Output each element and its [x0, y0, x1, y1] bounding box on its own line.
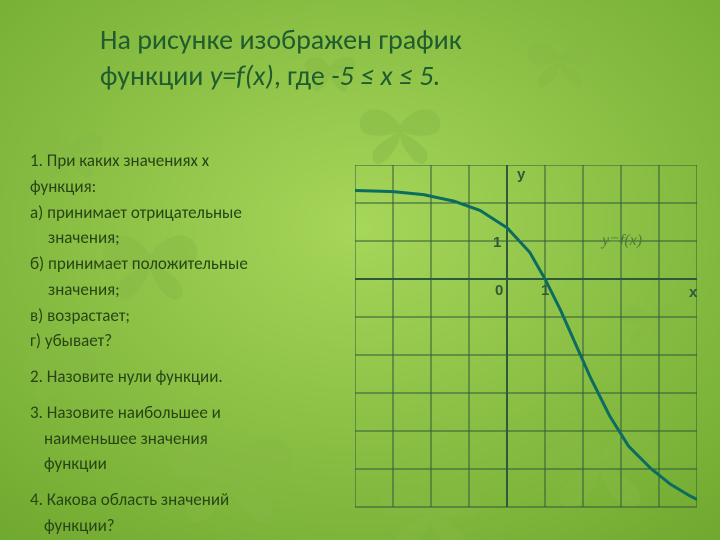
svg-text:1: 1	[541, 282, 549, 299]
q1-b2: значения;	[30, 279, 340, 301]
slide-title: На рисунке изображен график функции y=f(…	[100, 22, 640, 95]
q2: 2. Назовите нули функции.	[30, 366, 340, 388]
svg-text:1: 1	[493, 234, 501, 251]
q4-b: функции?	[30, 515, 340, 537]
q4-a: 4. Какова область значений	[30, 489, 340, 511]
title-range: -5 ≤ x ≤ 5.	[331, 58, 440, 93]
title-text-1: На рисунке изображен график	[100, 22, 462, 57]
q1-d: г) убывает?	[30, 330, 340, 352]
title-text-3: , где	[274, 58, 331, 93]
question-block: 1. При каких значениях х функция: а) при…	[30, 150, 340, 540]
svg-text:0: 0	[495, 282, 503, 299]
q1-a2: значения;	[30, 227, 340, 249]
title-fn: y=f(x)	[210, 58, 274, 93]
q1-b: б) принимает положительные	[30, 253, 340, 275]
q1-c: в) возрастает;	[30, 305, 340, 327]
q3-c: функции	[30, 453, 340, 475]
q1-sub: функция:	[30, 176, 340, 198]
q1-head: 1. При каких значениях х	[30, 150, 340, 172]
q1-a: а) принимает отрицательные	[30, 202, 340, 224]
svg-text:x: x	[689, 284, 697, 301]
function-chart: y x 0 1 1 y=f(x)	[355, 165, 700, 510]
q3-b: наименьшее значения	[30, 428, 340, 450]
title-text-2: функции	[100, 58, 210, 93]
q3-a: 3. Назовите наибольшее и	[30, 402, 340, 424]
svg-text:y=f(x): y=f(x)	[600, 232, 642, 249]
svg-text:y: y	[517, 166, 526, 183]
